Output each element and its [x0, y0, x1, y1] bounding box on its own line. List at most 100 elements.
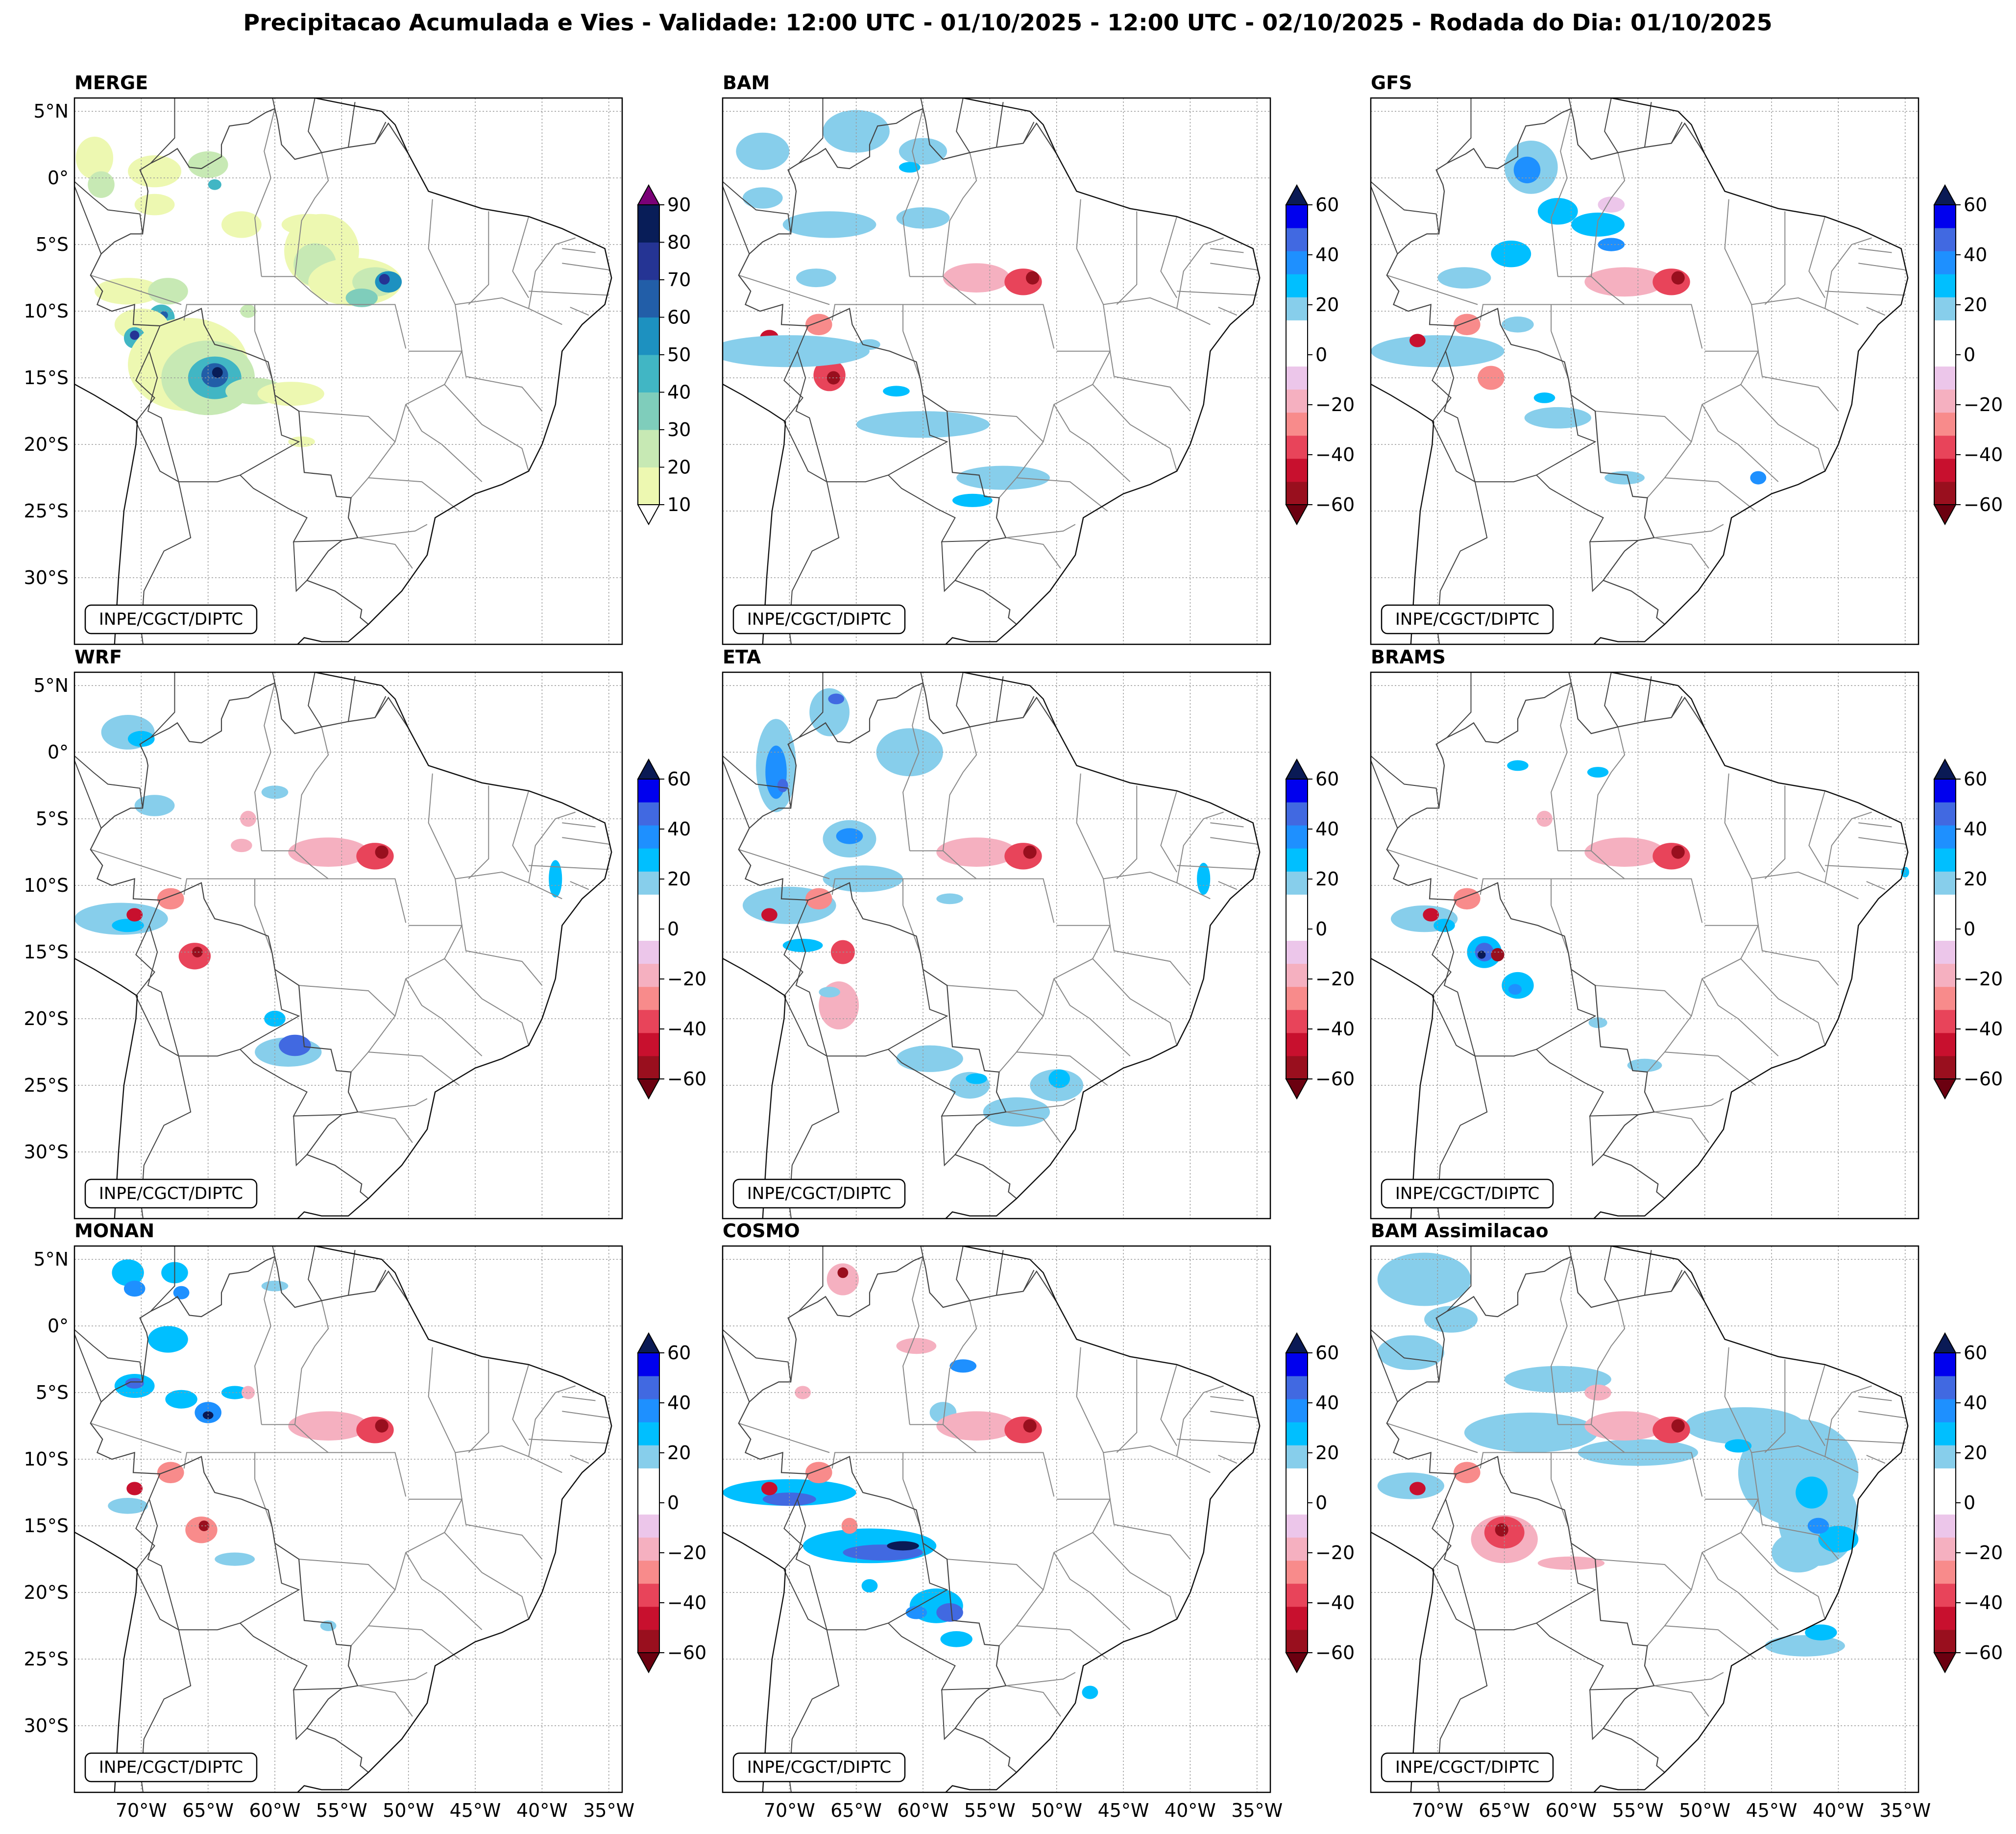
map-boundaries: [74, 672, 612, 1219]
colorbar-swatch: [1934, 1055, 1956, 1079]
colorbar-swatch: [638, 1399, 659, 1422]
map-background: [723, 1246, 1270, 1792]
colorbar-tick-label: 60: [667, 307, 691, 328]
colorbar-swatch: [638, 940, 659, 964]
bias-cell: [192, 947, 203, 957]
colorbar-swatch: [638, 355, 659, 392]
map-frame: [722, 97, 1271, 645]
colorbar-extend-max: [1933, 1332, 1957, 1353]
map-frame: [1370, 671, 1919, 1220]
bias-cell: [221, 1386, 248, 1399]
precip-cell: [379, 274, 390, 285]
credit-label: INPE/CGCT/DIPTC: [99, 1184, 243, 1203]
bias-cell: [736, 132, 790, 170]
colorbar-swatch: [1934, 871, 1956, 895]
bias-cell: [1491, 948, 1505, 962]
colorbar-swatch: [1286, 251, 1308, 274]
bias-cell: [1454, 1462, 1481, 1484]
colorbar-swatch: [1934, 779, 1956, 803]
map-background: [1371, 98, 1919, 644]
credit-label: INPE/CGCT/DIPTC: [747, 1184, 891, 1203]
gridlines: [1371, 672, 1919, 1219]
panel-title: BAM: [723, 72, 770, 94]
colorbar-swatch: [638, 1376, 659, 1399]
panel-grid: MERGE INPE/CGCT/DIPTC 5°N 0° 5°S 10°S 15°S 20°S…: [24, 72, 2003, 1821]
bias-cell: [1537, 198, 1578, 225]
colorbar-swatch: [1286, 825, 1308, 849]
colorbar-tick-label: 10: [667, 494, 691, 515]
bias-cell: [165, 1390, 197, 1409]
coastline: [74, 672, 612, 1219]
bias-cell: [261, 785, 289, 799]
colorbar-swatch: [638, 1055, 659, 1079]
lon-label: 50°W: [1031, 1800, 1082, 1821]
lon-label: 35°W: [1879, 1800, 1931, 1821]
bias-cell: [1377, 1252, 1471, 1306]
bias-cell: [1652, 269, 1690, 295]
colorbar-extend-min: [1933, 1652, 1957, 1674]
bias-cell: [896, 207, 950, 229]
map-frame: [73, 671, 623, 1220]
colorbar-swatch: [638, 1468, 659, 1492]
lat-label: 20°S: [24, 1008, 69, 1029]
lat-label: 0°: [48, 1315, 69, 1337]
bias-cell: [108, 1498, 148, 1514]
colorbar-tick-label: 0: [1315, 344, 1327, 366]
colorbar-swatch: [1934, 274, 1956, 297]
panel-title: WRF: [74, 646, 122, 668]
lat-label: 25°S: [24, 500, 69, 522]
colorbar-swatch: [1286, 1606, 1308, 1630]
bias-cell: [761, 908, 777, 922]
colorbar-tick-label: 20: [1315, 868, 1339, 890]
precip-cell: [88, 171, 115, 198]
lon-label: 45°W: [1746, 1800, 1797, 1821]
field-layer: [723, 110, 1050, 507]
colorbar-tick-label: −20: [1315, 394, 1355, 416]
bias-cell: [1671, 845, 1685, 859]
colorbar-swatch: [1934, 251, 1956, 274]
colorbar-swatch: [1286, 1560, 1308, 1584]
bias-cell: [1805, 1624, 1837, 1640]
colorbar-swatch: [1286, 1491, 1308, 1515]
colorbar-swatch: [1286, 458, 1308, 482]
colorbar-extend-max: [1933, 758, 1957, 780]
colorbar-swatch: [1934, 1353, 1956, 1376]
map-panel-cosmo: COSMO INPE/CGCT/DIPTC 70°W 65°W 60°W 55°W 50°W…: [722, 1220, 1355, 1821]
bias-cell: [782, 938, 823, 953]
bias-cell: [943, 263, 1010, 293]
lat-label: 5°N: [33, 1248, 69, 1270]
bias-cell: [375, 845, 389, 859]
colorbar-swatch: [1286, 848, 1308, 872]
lat-label: 15°S: [24, 1515, 69, 1537]
colorbar-extend-min: [1933, 504, 1957, 526]
colorbar-tick-label: −40: [1964, 444, 2003, 465]
colorbar-tick-label: 40: [667, 1392, 691, 1414]
colorbar-swatch: [638, 1606, 659, 1630]
lat-label: 20°S: [24, 1582, 69, 1603]
colorbar-tick-label: −60: [1315, 1068, 1355, 1090]
colorbar-extend-min: [637, 1078, 660, 1100]
lat-label: 10°S: [24, 1448, 69, 1470]
bias-cell: [1725, 1439, 1752, 1453]
bias-cell: [134, 795, 175, 816]
map-boundaries: [74, 98, 612, 644]
gridlines: [723, 98, 1270, 644]
bias-cell: [983, 1097, 1050, 1127]
bias-cell: [1433, 919, 1455, 932]
bias-cell: [1652, 843, 1690, 870]
credit-box: INPE/CGCT/DIPTC: [84, 1178, 258, 1209]
colorbar-tick-label: 70: [667, 269, 691, 291]
map-frame: [1370, 97, 1919, 645]
colorbar-swatch: [638, 430, 659, 467]
bias-cell: [1004, 1417, 1042, 1443]
colorbar-tick-label: −60: [1964, 494, 2003, 515]
colorbar-swatch: [1934, 1468, 1956, 1492]
colorbar-tick-label: −60: [1315, 1642, 1355, 1663]
lon-label: 35°W: [583, 1800, 634, 1821]
colorbar-extend-max: [1285, 184, 1309, 205]
colorbar-swatch: [1286, 1468, 1308, 1492]
colorbar-swatch: [1934, 412, 1956, 436]
bias-cell: [1424, 1306, 1478, 1333]
map-boundaries: [723, 1246, 1261, 1792]
credit-label: INPE/CGCT/DIPTC: [99, 610, 243, 629]
